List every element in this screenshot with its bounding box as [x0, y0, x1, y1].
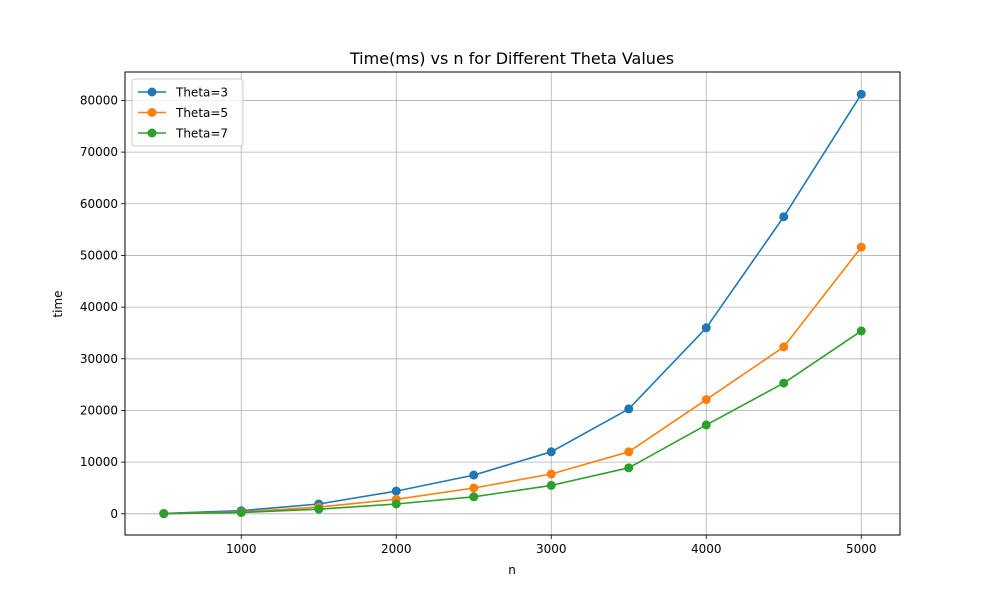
y-tick-label: 0 [110, 507, 118, 521]
y-tick-label: 20000 [80, 403, 118, 417]
data-point-theta-7 [546, 480, 556, 490]
data-point-theta-3 [624, 404, 634, 414]
data-point-theta-7 [159, 509, 169, 519]
legend-marker-icon [147, 87, 157, 97]
x-tick-label: 1000 [226, 542, 257, 556]
x-tick-label: 4000 [691, 542, 722, 556]
legend-box [131, 78, 244, 147]
x-tick-label: 2000 [381, 542, 412, 556]
data-point-theta-7 [856, 326, 866, 336]
data-point-theta-3 [779, 212, 789, 222]
y-tick-label: 60000 [80, 197, 118, 211]
y-tick-label: 30000 [80, 352, 118, 366]
data-point-theta-7 [779, 378, 789, 388]
chart-title: Time(ms) vs n for Different Theta Values [349, 49, 674, 68]
legend-marker-icon [147, 128, 157, 138]
data-point-theta-3 [391, 486, 401, 496]
data-point-theta-7 [391, 499, 401, 509]
plot-area-frame [124, 71, 901, 536]
y-axis-ticks: 0 10000 20000 30000 40000 50000 60000 70000 8000… [80, 93, 125, 521]
legend-items: Theta=3 Theta=5 Theta=7 [138, 86, 228, 141]
legend-item-theta-3: Theta=3 [138, 86, 228, 100]
legend-item-theta-7: Theta=7 [138, 127, 228, 141]
data-point-theta-7 [701, 420, 711, 430]
series-line-theta-7 [163, 330, 862, 515]
series-line-theta-5 [163, 246, 862, 515]
x-axis-label: n [508, 563, 516, 577]
data-point-theta-3 [469, 470, 479, 480]
data-point-theta-3 [546, 447, 556, 457]
legend-label: Theta=3 [175, 86, 228, 100]
y-tick-label: 80000 [80, 93, 118, 107]
data-point-theta-5 [779, 342, 789, 352]
data-point-theta-7 [624, 463, 634, 473]
series-layer [159, 89, 866, 519]
series-line-theta-3 [163, 93, 862, 515]
y-tick-label: 70000 [80, 145, 118, 159]
y-tick-label: 40000 [80, 300, 118, 314]
y-tick-label: 50000 [80, 248, 118, 262]
data-point-theta-3 [856, 89, 866, 99]
grid [125, 72, 900, 535]
data-point-theta-5 [856, 242, 866, 252]
legend-label: Theta=5 [175, 106, 228, 120]
y-tick-label: 10000 [80, 455, 118, 469]
data-point-theta-5 [546, 469, 556, 479]
data-point-theta-7 [469, 492, 479, 502]
x-axis-ticks: 1000 2000 3000 4000 5000 [226, 535, 877, 556]
data-point-theta-5 [701, 395, 711, 405]
x-tick-label: 5000 [846, 542, 877, 556]
legend-marker-icon [147, 108, 157, 117]
legend: Theta=3 Theta=5 Theta=7 [131, 78, 244, 147]
series-theta-7 [159, 326, 866, 519]
data-point-theta-7 [236, 508, 246, 518]
y-axis-label: time [51, 290, 65, 317]
data-point-theta-3 [701, 323, 711, 333]
legend-label: Theta=7 [175, 127, 228, 141]
data-point-theta-5 [624, 447, 634, 457]
data-point-theta-7 [314, 504, 324, 514]
data-point-theta-5 [469, 483, 479, 493]
x-tick-label: 3000 [536, 542, 567, 556]
legend-item-theta-5: Theta=5 [138, 106, 228, 120]
